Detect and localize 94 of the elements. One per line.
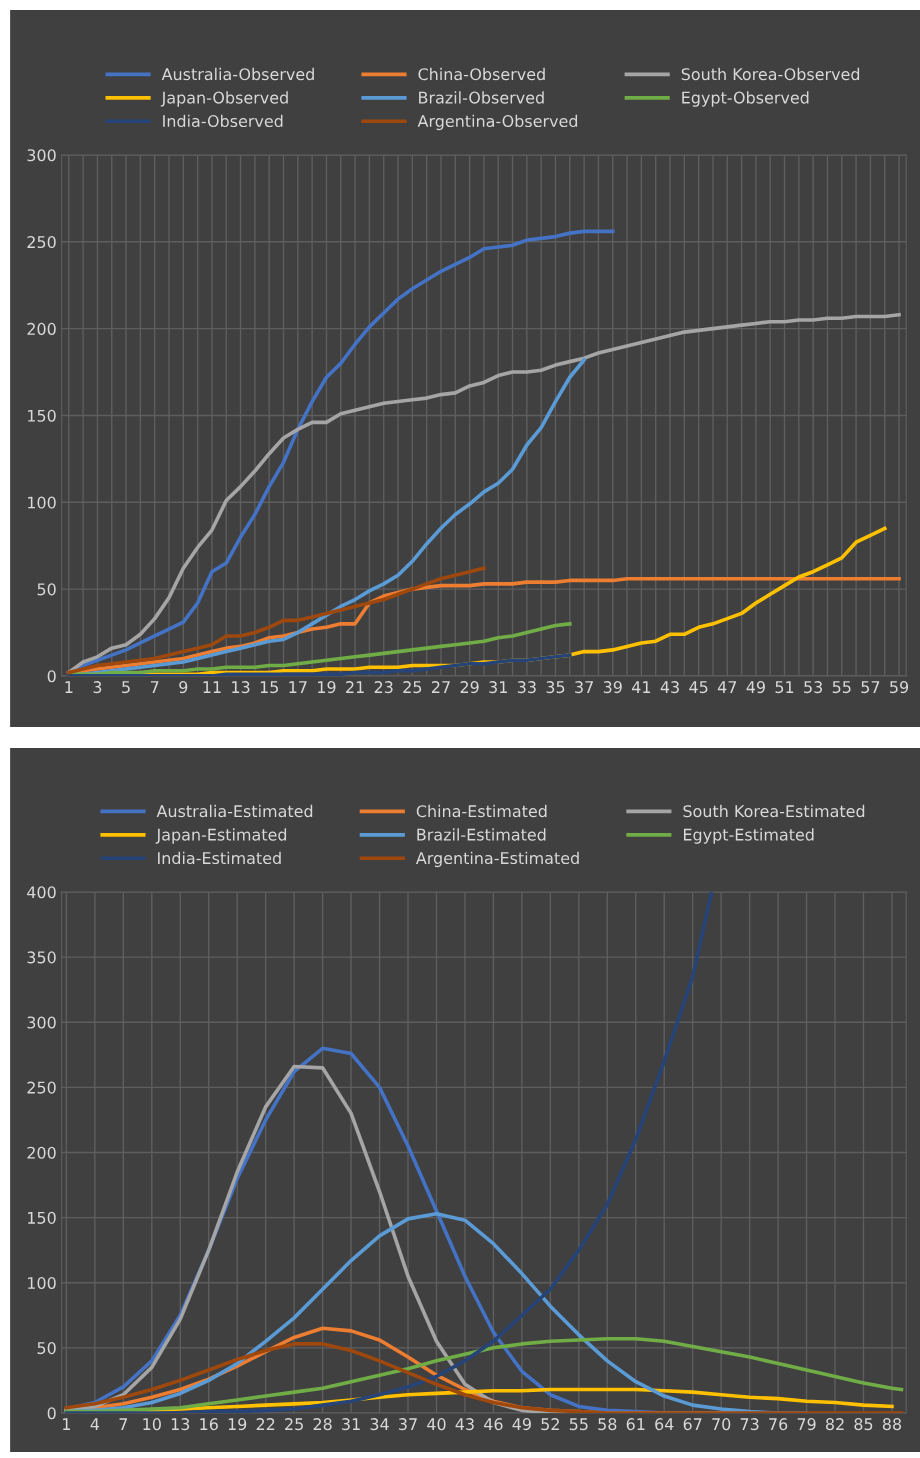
legend-label: Brazil-Observed xyxy=(419,91,544,104)
x-tick-label: 11 xyxy=(203,681,221,693)
x-tick-label: 3 xyxy=(93,681,102,694)
x-tick-label: 43 xyxy=(455,1418,474,1431)
x-tick-label: 53 xyxy=(804,681,823,694)
x-tick-label: 61 xyxy=(626,1418,645,1431)
x-tick-label: 29 xyxy=(460,681,479,694)
legend-label: India-Observed xyxy=(163,114,283,128)
y-tick-label: 250 xyxy=(27,236,56,249)
x-tick-label: 25 xyxy=(403,681,422,694)
x-tick-label: 45 xyxy=(689,681,708,694)
x-tick-label: 19 xyxy=(228,1418,247,1431)
legend-label: India-Estimated xyxy=(158,851,281,865)
line-series xyxy=(66,653,572,676)
y-tick-label: 150 xyxy=(28,1211,56,1224)
y-tick-label: 300 xyxy=(27,149,56,162)
x-tick-label: 10 xyxy=(143,1418,161,1431)
x-tick-label: 46 xyxy=(484,1418,503,1431)
x-tick-label: 55 xyxy=(832,681,851,694)
x-tick-label: 1 xyxy=(63,1418,70,1430)
legend-label: Brazil-Estimated xyxy=(417,828,546,841)
legend-label: Australia-Estimated xyxy=(156,804,313,818)
x-tick-label: 40 xyxy=(427,1418,446,1431)
x-tick-label: 13 xyxy=(171,1418,190,1431)
x-tick-label: 34 xyxy=(370,1418,389,1431)
y-tick-label: 400 xyxy=(27,886,56,899)
x-tick-label: 49 xyxy=(512,1418,531,1431)
legend-label: Australia-Observed xyxy=(161,67,314,81)
x-tick-label: 82 xyxy=(825,1418,844,1431)
x-tick-label: 15 xyxy=(260,681,278,694)
x-tick-label: 21 xyxy=(346,681,364,693)
x-tick-label: 52 xyxy=(541,1418,559,1431)
x-tick-label: 73 xyxy=(740,1418,759,1431)
x-tick-label: 19 xyxy=(318,681,336,694)
x-tick-label: 41 xyxy=(632,681,651,693)
x-tick-label: 57 xyxy=(861,681,880,694)
x-tick-label: 79 xyxy=(797,1418,816,1431)
line-series xyxy=(66,566,486,675)
y-tick-label: 200 xyxy=(27,1146,56,1159)
x-tick-label: 23 xyxy=(374,681,393,694)
y-tick-label: 250 xyxy=(27,1081,56,1094)
x-tick-label: 58 xyxy=(598,1418,617,1431)
x-tick-label: 16 xyxy=(200,1418,218,1431)
x-tick-label: 59 xyxy=(890,681,909,694)
x-tick-label: 43 xyxy=(660,681,679,694)
x-tick-label: 85 xyxy=(854,1418,873,1431)
x-tick-label: 1 xyxy=(65,681,73,693)
x-tick-label: 64 xyxy=(655,1418,674,1431)
y-tick-label: 0 xyxy=(47,670,56,683)
x-tick-label: 37 xyxy=(399,1418,417,1431)
x-tick-label: 7 xyxy=(150,681,159,693)
x-tick-label: 25 xyxy=(285,1418,303,1431)
x-tick-label: 35 xyxy=(546,681,565,694)
x-tick-label: 88 xyxy=(882,1418,902,1431)
y-tick-label: 0 xyxy=(47,1407,56,1420)
legend-label: China-Observed xyxy=(418,67,545,81)
y-tick-label: 150 xyxy=(28,409,56,422)
x-tick-label: 67 xyxy=(683,1418,702,1431)
y-tick-label: 100 xyxy=(28,1276,56,1290)
x-tick-label: 31 xyxy=(342,1418,360,1431)
x-tick-label: 76 xyxy=(769,1418,788,1431)
x-tick-label: 27 xyxy=(431,681,450,693)
y-tick-label: 300 xyxy=(27,1016,56,1029)
legend-label: Japan-Estimated xyxy=(155,828,287,844)
legend-label: South Korea-Observed xyxy=(681,67,860,81)
x-tick-label: 22 xyxy=(256,1418,275,1430)
y-tick-label: 200 xyxy=(27,322,56,335)
x-tick-label: 17 xyxy=(289,681,307,693)
x-tick-label: 47 xyxy=(717,681,737,693)
x-tick-label: 51 xyxy=(775,681,794,694)
x-tick-label: 4 xyxy=(90,1418,100,1430)
x-tick-label: 33 xyxy=(517,681,536,694)
x-tick-label: 28 xyxy=(313,1418,332,1431)
x-tick-label: 49 xyxy=(746,681,765,694)
legend-label: Argentina-Observed xyxy=(417,114,578,131)
x-tick-label: 7 xyxy=(119,1418,128,1430)
legend-label: Japan-Observed xyxy=(160,91,288,107)
x-tick-label: 5 xyxy=(122,681,130,694)
x-tick-label: 9 xyxy=(179,681,188,694)
x-tick-label: 55 xyxy=(569,1418,588,1431)
y-tick-label: 100 xyxy=(28,496,56,509)
x-tick-label: 39 xyxy=(603,681,622,694)
legend-label: Egypt-Estimated xyxy=(683,828,814,844)
legend-label: China-Estimated xyxy=(416,804,547,818)
legend-label: South Korea-Estimated xyxy=(683,804,865,818)
legend-label: Egypt-Observed xyxy=(682,91,809,107)
x-tick-label: 31 xyxy=(489,681,507,694)
y-tick-label: 50 xyxy=(37,1342,56,1355)
legend-label: Argentina-Estimated xyxy=(415,851,579,868)
y-tick-label: 350 xyxy=(27,951,56,964)
x-tick-label: 13 xyxy=(232,681,250,694)
x-tick-label: 37 xyxy=(575,681,593,694)
y-tick-label: 50 xyxy=(37,583,56,596)
x-tick-label: 70 xyxy=(712,1418,731,1431)
